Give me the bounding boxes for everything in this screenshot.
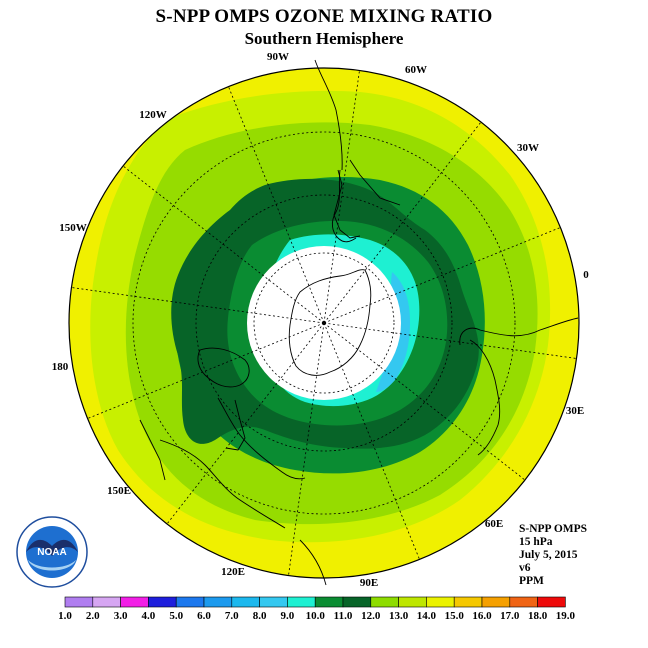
colorbar-swatch	[426, 596, 455, 608]
colorbar-swatch	[203, 596, 233, 608]
longitude-label: 30W	[517, 142, 539, 154]
meridian-line	[87, 322, 325, 419]
coastlines	[139, 59, 579, 586]
latitude-circle	[195, 194, 453, 452]
longitude-label: 90W	[267, 51, 289, 63]
colorbar-swatch	[64, 596, 94, 608]
meridian-line	[323, 227, 561, 324]
colorbar-tick-label: 8.0	[253, 610, 267, 622]
colorbar-tick-label: 19.0	[556, 610, 576, 622]
longitude-label: 180	[52, 361, 69, 373]
colorbar-tick-label: 3.0	[114, 610, 128, 622]
colorbar-tick-label: 18.0	[528, 610, 548, 622]
map-subtitle: Southern Hemisphere	[244, 29, 404, 48]
longitude-label: 0	[583, 269, 589, 281]
longitude-label: 150E	[107, 485, 131, 497]
meridian-line	[323, 70, 360, 324]
info-level: 15 hPa	[519, 536, 553, 548]
colorbar-tick-label: 17.0	[500, 610, 520, 622]
meridian-line	[166, 322, 325, 525]
colorbar-swatch	[509, 596, 538, 608]
colorbar-tick-label: 10.0	[306, 610, 326, 622]
colorbar-tick-label: 11.0	[334, 610, 353, 622]
meridian-line	[323, 121, 482, 324]
colorbar-swatch	[342, 596, 372, 608]
meridian-line	[288, 322, 325, 576]
longitude-label: 120E	[221, 566, 245, 578]
longitude-label: 90E	[360, 577, 378, 589]
colorbar-swatch	[398, 596, 427, 608]
longitude-label: 120W	[139, 109, 167, 121]
longitude-label: 60E	[485, 518, 503, 530]
colorbar-tick-label: 14.0	[417, 610, 437, 622]
latitude-circle	[253, 252, 395, 394]
colorbar-tick-label: 1.0	[58, 610, 72, 622]
colorbar-swatch	[231, 596, 260, 608]
meridian-line	[323, 322, 420, 560]
longitude-labels: 90W 60W 30W 0 30E 60E 90E 120E 150E 180 150W 120W	[52, 51, 590, 589]
info-units: PPM	[519, 575, 544, 587]
longitude-label: 60W	[405, 64, 427, 76]
logo-text: NOAA	[37, 547, 66, 558]
latitude-circle	[132, 131, 516, 515]
longitude-label: 150W	[59, 222, 87, 234]
colorbar-swatch	[314, 596, 344, 608]
colorbar-tick-label: 16.0	[472, 610, 492, 622]
colorbar-tick-label: 6.0	[197, 610, 211, 622]
colorbar-tick-label: 15.0	[445, 610, 465, 622]
map-title: S-NPP OMPS OZONE MIXING RATIO	[155, 6, 493, 27]
colorbar-tick-label: 7.0	[225, 610, 239, 622]
meridian-line	[228, 86, 325, 324]
colorbar-tick-label: 9.0	[281, 610, 295, 622]
info-date: July 5, 2015	[519, 549, 578, 561]
colorbar-tick-label: 12.0	[361, 610, 381, 622]
colorbar-swatch	[481, 596, 511, 608]
colorbar-tick-label: 4.0	[142, 610, 156, 622]
meridian-line	[122, 165, 325, 324]
meridian-line	[323, 322, 577, 359]
info-version: v6	[519, 562, 531, 574]
colorbar-swatch	[287, 596, 316, 608]
graticule	[71, 70, 577, 576]
meridian-line	[71, 287, 325, 324]
colorbar-swatch	[120, 596, 149, 608]
colorbar-tick-label: 13.0	[389, 610, 409, 622]
colorbar-tick-label: 5.0	[169, 610, 183, 622]
colorbar-swatch	[259, 596, 288, 608]
colorbar-swatch	[453, 596, 483, 608]
longitude-label: 30E	[566, 405, 584, 417]
colorbar-swatch	[92, 596, 121, 608]
info-instrument: S-NPP OMPS	[519, 523, 588, 535]
meridian-line	[323, 322, 526, 481]
south-pole-marker	[321, 320, 327, 326]
colorbar-tick-label: 2.0	[86, 610, 100, 622]
colorbar-swatch	[148, 596, 177, 608]
colorbar-swatch	[370, 596, 399, 608]
colorbar-swatch	[175, 596, 205, 608]
noaa-logo: NOAA	[16, 516, 88, 588]
colorbar-swatch	[537, 596, 566, 608]
